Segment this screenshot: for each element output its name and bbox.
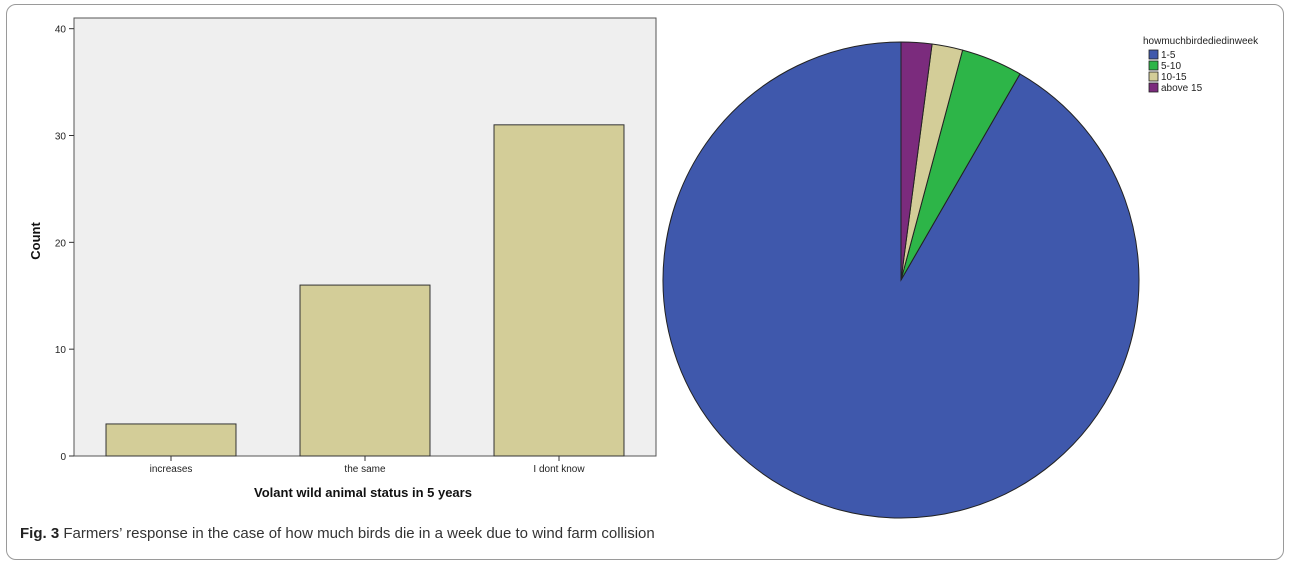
pie-slices: [662, 41, 1140, 519]
legend-swatch: [1148, 49, 1159, 60]
pie-legend: howmuchbirdediedinweek 1-55-1010-15above…: [1143, 36, 1259, 94]
legend-label: 5-10: [1161, 61, 1181, 72]
y-axis-title: Count: [28, 222, 43, 260]
legend-label: 1-5: [1161, 50, 1176, 61]
figure-frame: [6, 4, 1284, 560]
x-axis: increases the same I dont know: [150, 456, 585, 475]
y-tick-label: 20: [55, 238, 67, 249]
legend-title: howmuchbirdediedinweek: [1143, 36, 1259, 47]
legend-swatch: [1148, 60, 1159, 71]
legend-swatch: [1148, 82, 1159, 93]
y-tick-label: 30: [55, 132, 67, 143]
figure-caption: Fig. 3 Farmers’ response in the case of …: [20, 525, 655, 542]
y-axis: 0 10 20 30 40: [55, 25, 74, 463]
legend-label: above 15: [1161, 83, 1203, 94]
caption-text: Farmers’ response in the case of how muc…: [63, 525, 655, 542]
bar-the-same: [299, 284, 431, 457]
x-axis-title: Volant wild animal status in 5 years: [254, 485, 472, 500]
x-tick-label: the same: [344, 464, 386, 475]
pie-chart: [662, 41, 1140, 519]
pie-slice-above-15: [900, 41, 933, 281]
bar-increases: [105, 423, 237, 457]
y-tick-label: 40: [55, 25, 67, 36]
x-tick-label: I dont know: [533, 464, 585, 475]
bar-chart: 0 10 20 30 40 increases the same I dont know C…: [28, 17, 657, 500]
bar-i-dont-know: [493, 124, 625, 457]
y-tick-label: 0: [60, 452, 66, 463]
legend-label: 10-15: [1161, 72, 1187, 83]
y-tick-label: 10: [55, 345, 67, 356]
caption-label: Fig. 3: [20, 525, 60, 542]
legend-swatch: [1148, 71, 1159, 82]
x-tick-label: increases: [150, 464, 193, 475]
bar-group: [105, 124, 625, 457]
